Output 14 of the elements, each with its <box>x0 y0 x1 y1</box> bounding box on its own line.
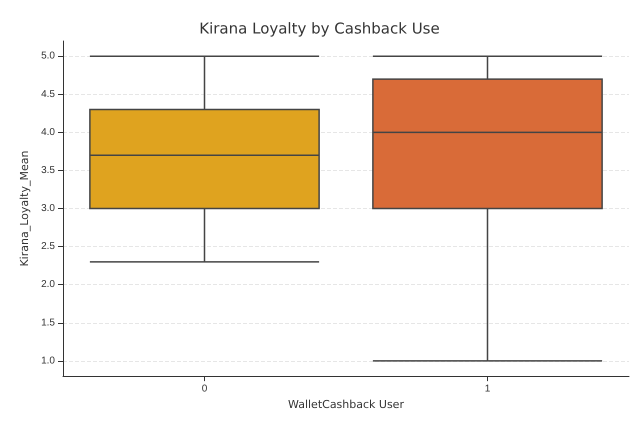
y-tick-label: 3.5 <box>41 164 56 176</box>
y-tick-label: 5.0 <box>41 50 56 62</box>
x-tick-label: 1 <box>484 384 491 395</box>
x-tick-label: 0 <box>202 384 208 395</box>
y-tick-label: 2.5 <box>41 241 56 252</box>
y-tick-label: 1.5 <box>41 317 56 328</box>
y-tick-label: 2.0 <box>41 279 56 290</box>
y-axis-title: Kirana_Loyalty_Mean <box>18 150 32 267</box>
y-tick-label: 1.0 <box>41 355 56 366</box>
y-tick-label: 4.0 <box>41 126 56 138</box>
y-tick-label: 3.0 <box>41 203 56 214</box>
x-axis-title: WalletCashback User <box>288 398 404 411</box>
chart-title: Kirana Loyalty by Cashback Use <box>199 20 440 38</box>
y-tick-label: 4.5 <box>41 88 56 100</box>
